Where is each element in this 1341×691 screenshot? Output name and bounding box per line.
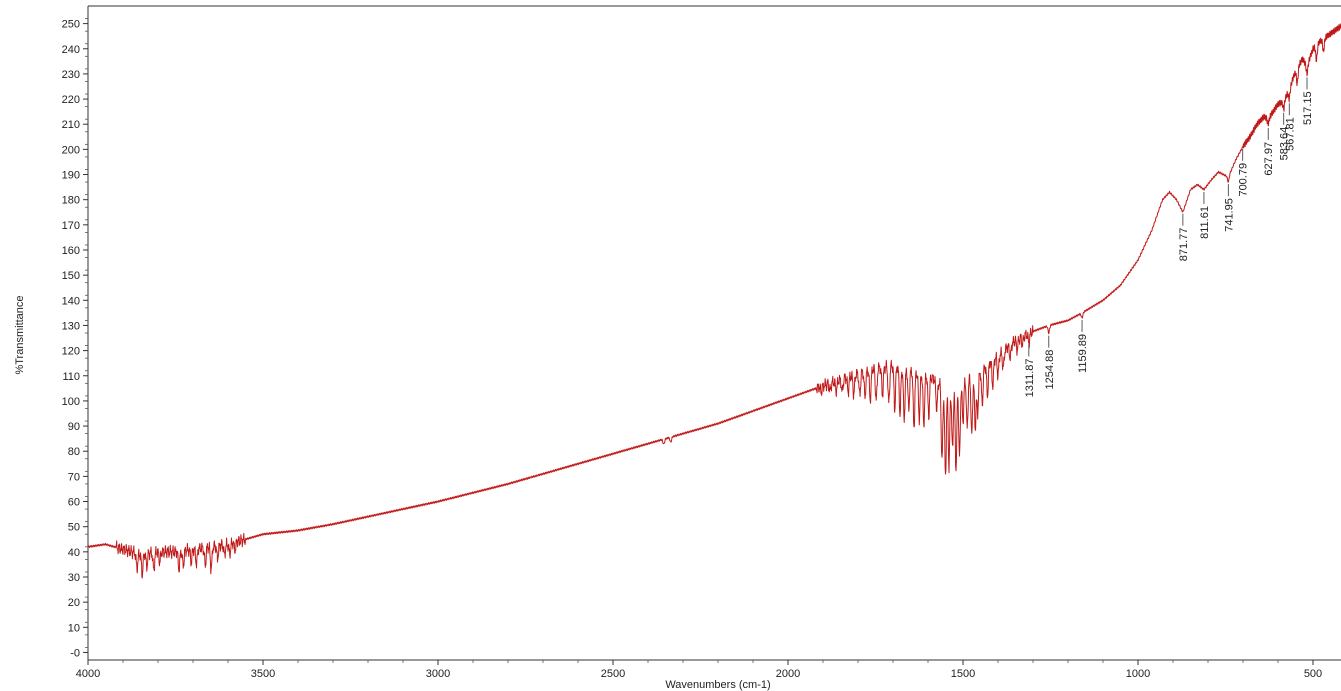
plot-frame [87,5,1341,661]
y-tick-label: 230 [62,69,80,81]
x-tick-label: 4000 [76,668,100,680]
peak-label: 1254.88 [1044,350,1056,390]
x-tick-label: 500 [1304,668,1322,680]
y-tick-label: 50 [68,522,80,534]
y-tick-label: 20 [68,597,80,609]
peak-label: 700.79 [1238,163,1250,197]
peak-label: 741.95 [1223,198,1235,232]
y-tick-label: 220 [62,94,80,106]
x-axis: 4000 3500 3000 2500 2000 1500 1000 500 [76,660,1322,680]
x-axis-title: Wavenumbers (cm-1) [665,679,770,691]
y-tick-label: 120 [62,346,80,358]
x-tick-label: 2500 [601,668,625,680]
plot-area [87,23,1341,579]
x-tick-label: 1500 [951,668,975,680]
peak-label: 627.97 [1263,142,1275,176]
y-tick-label: 210 [62,119,80,131]
peak-label: 517.15 [1302,91,1314,125]
y-tick-label: 190 [62,170,80,182]
y-axis-title: %Transmittance [14,295,26,374]
y-tick-label: 30 [68,572,80,584]
y-tick-label: 100 [62,396,80,408]
x-tick-label: 3500 [251,668,275,680]
peak-label: 1311.87 [1024,358,1036,397]
y-tick-label: 40 [68,547,80,559]
peak-label: 871.77 [1178,228,1190,262]
y-tick-label: 10 [68,622,80,634]
y-tick-label: 80 [68,446,80,458]
y-tick-label: 170 [62,220,80,232]
y-tick-label: 160 [62,245,80,257]
y-tick-label: 150 [62,270,80,282]
peak-label: 567.81 [1284,117,1296,151]
peak-label: 583.64 [1279,127,1291,161]
x-tick-label: 1000 [1126,668,1150,680]
peak-annotations: 1311.87 1254.88 1159.89 871.77 811.61 741.957… [1024,77,1314,397]
x-tick-label: 3000 [426,668,450,680]
y-tick-label: 240 [62,44,80,56]
peak-label: 1159.89 [1077,334,1089,373]
y-tick-label: -0 [70,647,80,659]
y-tick-label: 250 [62,19,80,31]
y-tick-label: 130 [62,320,80,332]
peak-label: 811.61 [1199,206,1211,239]
y-tick-label: 180 [62,195,80,207]
x-tick-label: 2000 [776,668,800,680]
spectrum-line [87,23,1341,579]
y-tick-label: 70 [68,471,80,483]
y-tick-label: 60 [68,497,80,509]
y-tick-label: 90 [68,421,80,433]
y-axis: -0 10 20 30 40 50 60 70 80 90 100 110 120 130 140 150 16… [62,18,88,659]
y-tick-label: 110 [62,371,80,383]
y-tick-label: 200 [62,144,80,156]
y-tick-label: 140 [62,295,80,307]
